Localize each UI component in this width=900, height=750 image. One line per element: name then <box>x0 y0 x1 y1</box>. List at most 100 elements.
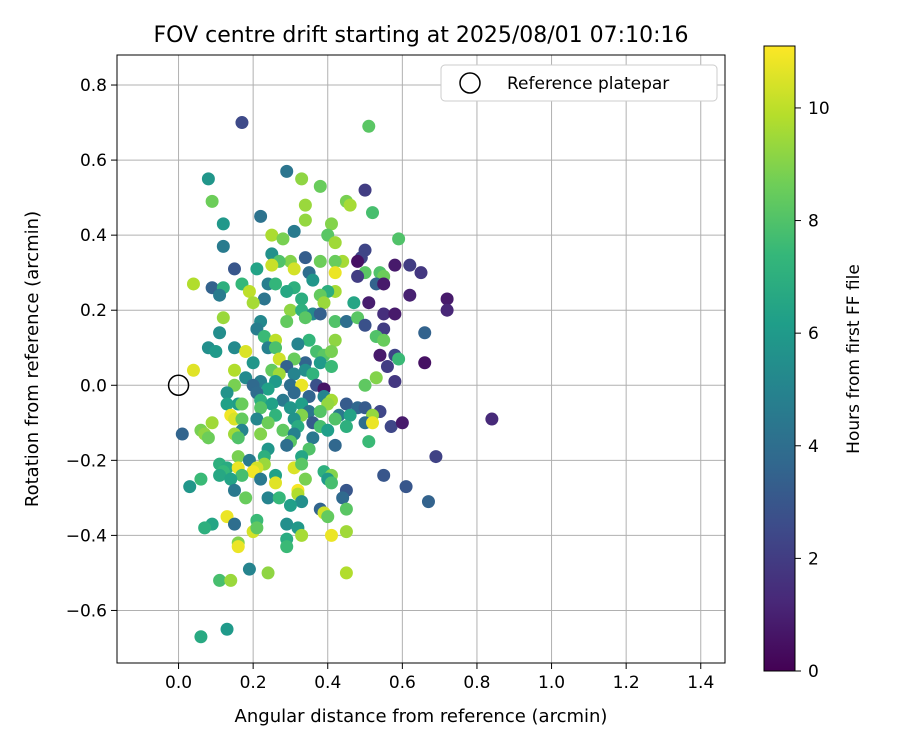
data-point <box>328 412 342 426</box>
y-tick-label: 0.6 <box>80 151 107 171</box>
data-point <box>392 352 406 366</box>
data-point <box>339 397 353 411</box>
data-point <box>283 498 297 512</box>
data-point <box>283 303 297 317</box>
data-point <box>317 296 331 310</box>
data-point <box>295 292 309 306</box>
data-point <box>414 266 428 280</box>
data-point <box>235 116 249 130</box>
data-point <box>328 236 342 250</box>
data-point <box>429 450 443 464</box>
data-point <box>231 431 245 445</box>
data-point <box>339 314 353 328</box>
data-point <box>358 318 372 332</box>
reference-point-marker <box>167 374 190 397</box>
data-point <box>201 431 215 445</box>
data-point <box>246 356 260 370</box>
y-tick-label: 0.4 <box>80 226 107 246</box>
data-point <box>239 491 253 505</box>
data-point <box>421 495 435 509</box>
data-point <box>343 408 357 422</box>
data-point <box>295 495 309 509</box>
data-point <box>265 258 279 272</box>
data-point <box>306 273 320 287</box>
data-point <box>227 483 241 497</box>
data-point <box>213 288 227 302</box>
data-point <box>287 386 301 400</box>
x-tick-label: 0.8 <box>463 673 490 693</box>
data-point <box>227 262 241 276</box>
data-point <box>302 333 316 347</box>
data-point <box>328 266 342 280</box>
data-point <box>220 397 234 411</box>
data-point <box>227 517 241 531</box>
data-point <box>321 423 335 437</box>
data-point <box>250 521 264 535</box>
data-point <box>485 412 499 426</box>
data-point <box>213 573 227 587</box>
legend-marker-icon <box>459 72 481 94</box>
y-tick-label: 0.2 <box>80 301 107 321</box>
data-point <box>239 344 253 358</box>
data-point <box>205 416 219 430</box>
x-tick-label: 0.6 <box>389 673 416 693</box>
legend-box <box>440 64 718 102</box>
data-point <box>339 502 353 516</box>
data-point <box>362 435 376 449</box>
data-point <box>216 311 230 325</box>
colorbar: 0 2 4 6 8 10 Hours from first FF file <box>763 45 864 682</box>
data-point <box>373 348 387 362</box>
data-point <box>403 288 417 302</box>
data-point <box>388 307 402 321</box>
data-points <box>175 116 499 644</box>
data-point <box>257 329 271 343</box>
data-point <box>198 521 212 535</box>
data-point <box>395 416 409 430</box>
data-point <box>362 119 376 133</box>
data-point <box>313 405 327 419</box>
data-point <box>313 356 327 370</box>
legend-entry: Reference platepar <box>507 74 669 94</box>
data-point <box>418 326 432 340</box>
data-point <box>336 491 350 505</box>
x-tick-label: 1.4 <box>687 673 714 693</box>
data-point <box>283 401 297 415</box>
data-point <box>175 427 189 441</box>
data-point <box>362 296 376 310</box>
data-point <box>328 438 342 452</box>
data-point <box>209 344 223 358</box>
data-point <box>328 314 342 328</box>
data-point <box>235 397 249 411</box>
data-point <box>216 217 230 231</box>
data-point <box>328 254 342 268</box>
data-point <box>269 476 283 490</box>
x-tick-label: 0.0 <box>165 673 192 693</box>
data-point <box>227 341 241 355</box>
colorbar-label: Hours from first FF file <box>844 264 864 454</box>
data-point <box>403 258 417 272</box>
data-point <box>384 420 398 434</box>
x-tick-label: 0.2 <box>240 673 267 693</box>
data-point <box>351 254 365 268</box>
data-point <box>369 371 383 385</box>
data-point <box>213 468 227 482</box>
data-point <box>280 517 294 531</box>
data-point <box>205 194 219 208</box>
data-point <box>265 228 279 242</box>
x-axis-label: Angular distance from reference (arcmin) <box>235 706 608 727</box>
data-point <box>324 360 338 374</box>
data-point <box>220 622 234 636</box>
data-point <box>201 172 215 186</box>
colorbar-tick-label: 4 <box>808 437 819 457</box>
data-point <box>254 401 268 415</box>
x-tick-label: 0.4 <box>314 673 341 693</box>
data-point <box>295 457 309 471</box>
data-point <box>306 431 320 445</box>
data-point <box>343 198 357 212</box>
data-point <box>257 292 271 306</box>
data-point <box>339 525 353 539</box>
data-point <box>306 367 320 381</box>
y-axis-ticks: −0.6 −0.4 −0.2 0.0 0.2 0.4 0.6 0.8 <box>66 76 117 621</box>
data-point <box>280 438 294 452</box>
x-tick-label: 1.2 <box>613 673 640 693</box>
